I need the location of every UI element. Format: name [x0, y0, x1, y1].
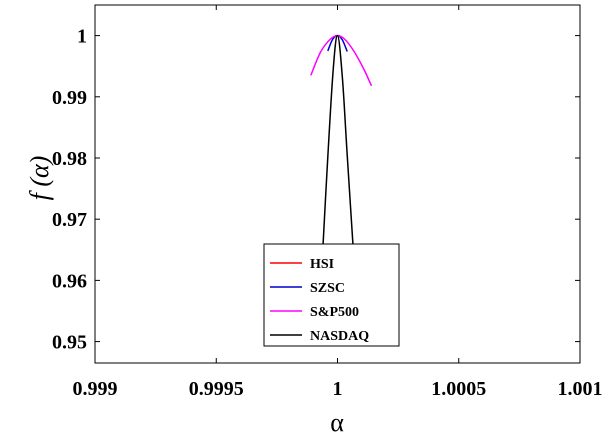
- x-tick-label: 1: [333, 378, 343, 400]
- legend-label-sp500: S&P500: [310, 305, 359, 320]
- x-tick-label: 1.0005: [431, 378, 486, 400]
- legend-box: [263, 243, 400, 347]
- legend-label-szsc: SZSC: [310, 281, 345, 296]
- ticks-layer: 0.999 0.9995 1 1.0005 1.001 0.95 0.96 0.97 0.98 0…: [52, 5, 602, 400]
- series-layer: [310, 34, 373, 342]
- y-tick-label: 0.95: [52, 332, 87, 354]
- legend-label-hsi: HSI: [310, 257, 334, 272]
- series-line-sp500: [310, 34, 373, 87]
- y-tick-label: 1: [77, 26, 87, 48]
- legend: HSI SZSC S&P500 NASDAQ: [263, 243, 400, 347]
- y-tick-label: 0.97: [52, 209, 87, 231]
- x-axis-label: α: [330, 408, 344, 436]
- x-tick-label: 0.999: [73, 378, 118, 400]
- y-axis-label: f (α): [25, 156, 54, 201]
- x-tick-label: 0.9995: [189, 378, 244, 400]
- legend-label-nasdaq: NASDAQ: [310, 329, 369, 344]
- y-tick-label: 0.98: [52, 148, 87, 170]
- x-tick-label: 1.001: [558, 378, 602, 400]
- y-tick-label: 0.96: [52, 270, 87, 292]
- y-tick-label: 0.99: [52, 87, 87, 109]
- series-line-nasdaq: [317, 34, 356, 342]
